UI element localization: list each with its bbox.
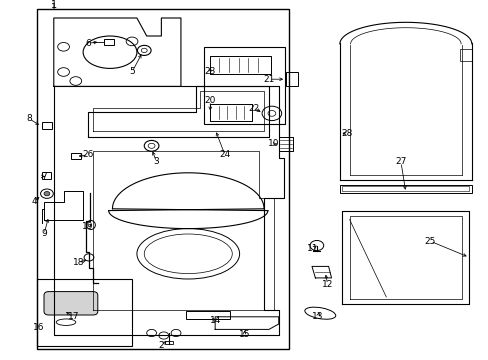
Bar: [103, 39, 114, 45]
Bar: [285, 72, 298, 86]
Text: 21: 21: [263, 75, 274, 84]
Text: 3: 3: [153, 157, 159, 166]
Text: 5: 5: [129, 68, 135, 77]
Text: 25: 25: [424, 237, 435, 246]
Bar: [339, 185, 471, 193]
Text: 2: 2: [158, 341, 164, 350]
Bar: [71, 153, 81, 159]
Text: 15: 15: [238, 330, 250, 339]
Text: 4: 4: [31, 197, 37, 206]
Bar: [164, 341, 172, 344]
Text: 28: 28: [341, 129, 352, 138]
Text: 9: 9: [41, 230, 47, 239]
Text: 24: 24: [219, 150, 230, 159]
Text: 27: 27: [394, 157, 406, 166]
Bar: [41, 122, 52, 129]
Text: 20: 20: [204, 96, 216, 105]
Text: 17: 17: [67, 312, 79, 321]
Text: 16: 16: [33, 323, 45, 332]
Text: 10: 10: [267, 139, 279, 148]
FancyBboxPatch shape: [44, 292, 98, 315]
Text: 7: 7: [41, 172, 47, 181]
Text: 23: 23: [204, 68, 216, 77]
Bar: [342, 186, 468, 191]
Bar: [41, 172, 51, 179]
Text: 8: 8: [26, 114, 32, 123]
Text: 26: 26: [82, 150, 94, 159]
Text: 14: 14: [209, 316, 221, 325]
Text: 6: 6: [85, 39, 91, 48]
Bar: [37, 279, 132, 346]
Text: 11: 11: [306, 244, 318, 253]
Text: 22: 22: [248, 104, 260, 112]
Bar: [204, 47, 285, 124]
Text: 12: 12: [321, 280, 333, 289]
Text: 1: 1: [51, 0, 57, 10]
Text: 18: 18: [72, 258, 84, 267]
Text: 19: 19: [82, 222, 94, 231]
Circle shape: [44, 192, 50, 196]
Bar: [459, 49, 471, 61]
Bar: [185, 311, 229, 319]
Bar: [37, 9, 288, 349]
Text: 1: 1: [51, 3, 57, 12]
Text: 13: 13: [311, 312, 323, 321]
